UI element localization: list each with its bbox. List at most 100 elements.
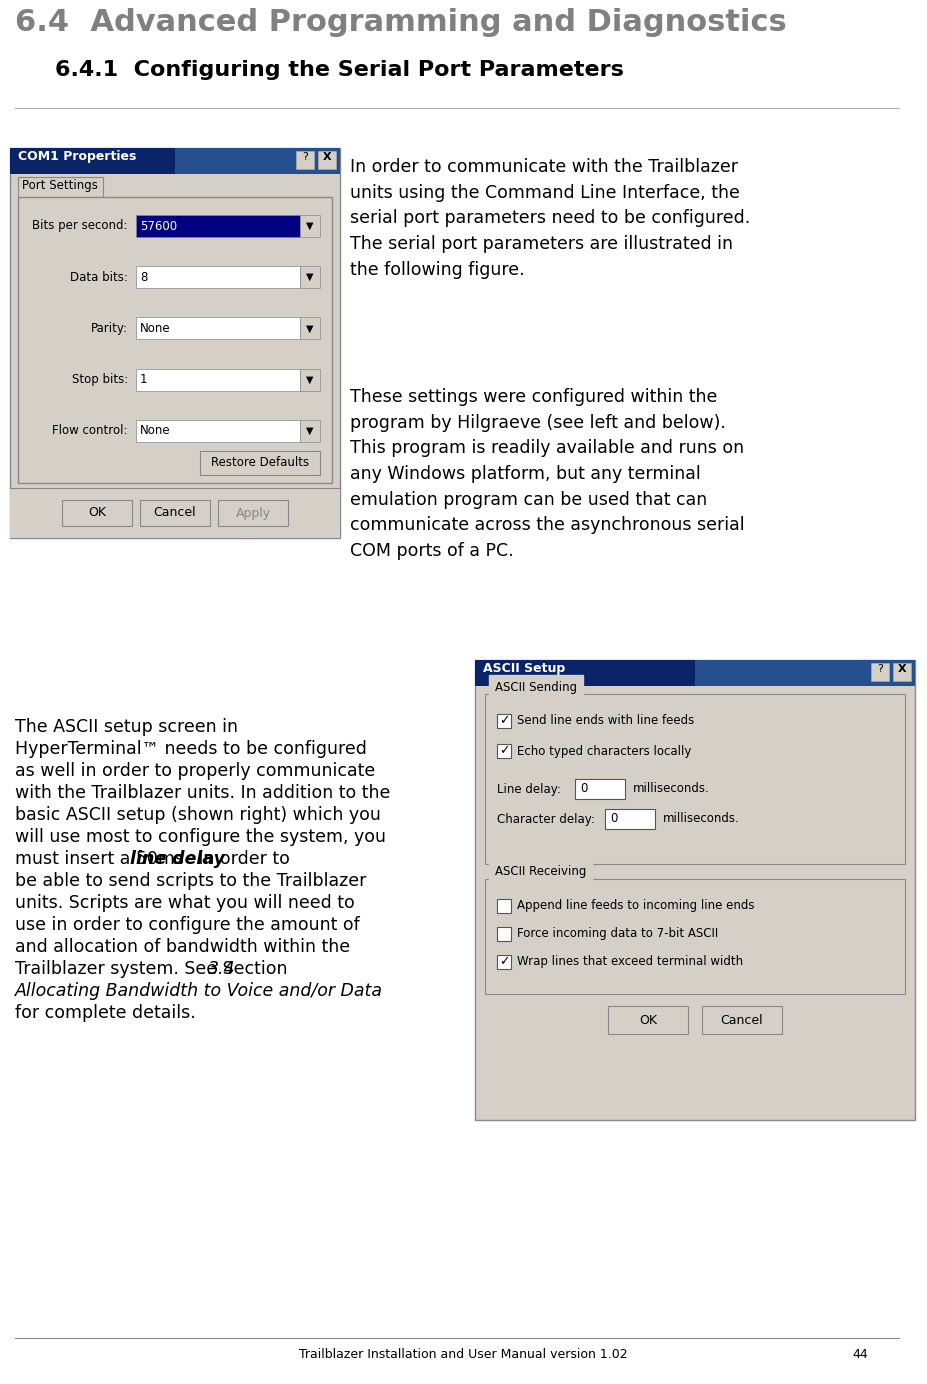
Text: ▼: ▼ [306,221,313,231]
Text: basic ASCII setup (shown right) which you: basic ASCII setup (shown right) which yo… [15,805,381,823]
Bar [702,1006,782,1034]
Text: Data bits:: Data bits: [70,271,128,284]
Text: Cancel: Cancel [154,507,197,519]
Text: Line delay:: Line delay: [497,782,561,796]
Bar [871,663,889,681]
Text: 8: 8 [140,271,147,284]
Text: 6.4  Advanced Programming and Diagnostics: 6.4 Advanced Programming and Diagnostics [15,8,787,37]
Text: X: X [897,664,907,674]
Text: line delay: line delay [130,850,224,868]
Text: ✓: ✓ [499,955,509,969]
Text: will use most to configure the system, you: will use most to configure the system, y… [15,828,386,846]
Text: ▼: ▼ [306,324,313,334]
Bar [497,745,511,758]
Text: In order to communicate with the Trailblazer
units using the Command Line Interf: In order to communicate with the Trailbl… [350,158,750,278]
Text: ▼: ▼ [306,273,313,282]
Bar [605,810,655,829]
Text: Send line ends with line feeds: Send line ends with line feeds [517,714,694,728]
Bar [300,266,320,288]
Bar [300,317,320,339]
Text: Allocating Bandwidth to Voice and/or Data: Allocating Bandwidth to Voice and/or Dat… [15,983,383,1001]
Text: Flow control:: Flow control: [53,425,128,437]
Text: The ASCII setup screen in: The ASCII setup screen in [15,718,238,736]
Text: Trailblazer system. See Section: Trailblazer system. See Section [15,960,293,978]
Text: Apply: Apply [235,507,271,519]
Text: Append line feeds to incoming line ends: Append line feeds to incoming line ends [517,900,755,912]
Bar [18,197,332,483]
Text: and allocation of bandwidth within the: and allocation of bandwidth within the [15,938,350,956]
Text: OK: OK [88,507,106,519]
Bar [695,660,915,686]
Text: 1: 1 [140,374,147,386]
Text: ?: ? [877,664,883,674]
Text: None: None [140,425,171,437]
Text: Bits per second:: Bits per second: [32,220,128,233]
Bar [497,900,511,913]
Text: in order to: in order to [193,850,290,868]
Bar [475,660,915,1120]
Text: ASCII Receiving: ASCII Receiving [495,865,587,879]
Text: as well in order to properly communicate: as well in order to properly communicate [15,763,375,781]
Bar [497,927,511,941]
Text: X: X [323,152,331,162]
Text: 44: 44 [853,1348,869,1360]
Bar [300,368,320,390]
Bar [136,317,300,339]
Bar [485,693,905,864]
Bar [10,489,340,538]
Text: ASCII Sending: ASCII Sending [495,681,578,693]
Text: OK: OK [639,1013,657,1027]
Bar [136,215,300,237]
Text: use in order to configure the amount of: use in order to configure the amount of [15,916,360,934]
Bar [136,368,300,390]
Bar [318,151,336,169]
Text: ▼: ▼ [306,426,313,436]
Text: ASCII Setup: ASCII Setup [483,662,565,675]
Text: Force incoming data to 7-bit ASCII: Force incoming data to 7-bit ASCII [517,927,718,941]
Bar [300,419,320,441]
Text: ✓: ✓ [499,745,509,757]
Text: units. Scripts are what you will need to: units. Scripts are what you will need to [15,894,355,912]
Text: 6.4.1  Configuring the Serial Port Parameters: 6.4.1 Configuring the Serial Port Parame… [55,60,624,80]
Bar [497,714,511,728]
Bar [10,148,340,174]
Bar [18,177,103,197]
Text: 3.4: 3.4 [209,960,235,978]
Bar [497,955,511,969]
Text: HyperTerminal™ needs to be configured: HyperTerminal™ needs to be configured [15,740,367,758]
Bar [608,1006,688,1034]
Bar [10,148,340,538]
Bar [475,660,915,686]
Text: Parity:: Parity: [91,322,128,335]
Text: Echo typed characters locally: Echo typed characters locally [517,745,692,757]
Text: Restore Defaults: Restore Defaults [211,457,309,469]
Bar [893,663,911,681]
Text: 57600: 57600 [140,220,177,233]
Bar [175,148,340,174]
Bar [296,151,314,169]
Bar [218,500,288,526]
Text: COM1 Properties: COM1 Properties [18,149,136,163]
Text: 0: 0 [580,782,588,796]
Text: ▼: ▼ [306,375,313,385]
Bar [136,419,300,441]
Text: None: None [140,322,171,335]
Text: Wrap lines that exceed terminal width: Wrap lines that exceed terminal width [517,955,743,969]
Bar [200,451,320,475]
Bar [62,500,132,526]
Text: must insert a 50ms: must insert a 50ms [15,850,189,868]
Text: Character delay:: Character delay: [497,812,595,825]
Text: ✓: ✓ [499,714,509,728]
Text: Stop bits:: Stop bits: [71,374,128,386]
Text: Port Settings: Port Settings [22,179,98,192]
Text: Cancel: Cancel [720,1013,763,1027]
Text: These settings were configured within the
program by Hilgraeve (see left and bel: These settings were configured within th… [350,388,744,561]
Text: be able to send scripts to the Trailblazer: be able to send scripts to the Trailblaz… [15,872,366,890]
Text: for complete details.: for complete details. [15,1003,196,1021]
Bar [140,500,210,526]
Bar [136,266,300,288]
Bar [300,215,320,237]
Text: 0: 0 [610,812,617,825]
Text: ?: ? [302,152,308,162]
Bar [485,879,905,994]
